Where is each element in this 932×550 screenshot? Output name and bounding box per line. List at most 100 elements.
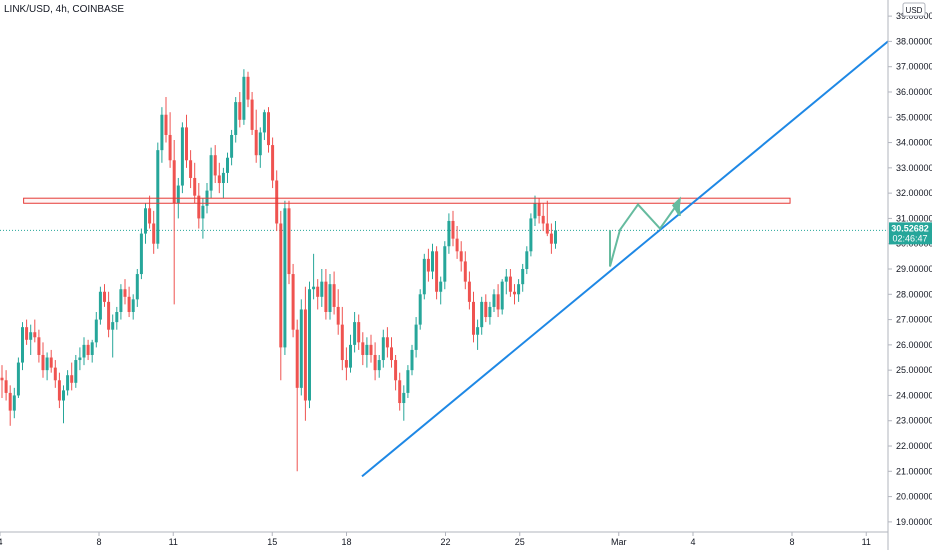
time-axis-tick-label: Mar	[611, 537, 627, 547]
candle-body	[529, 218, 533, 252]
candle-body	[226, 157, 229, 173]
candle-body	[328, 284, 332, 312]
candle-body	[62, 390, 65, 401]
candle-body	[316, 286, 320, 297]
candle-body	[508, 276, 512, 292]
resistance-zone	[23, 197, 791, 204]
candle-body	[422, 258, 426, 295]
candle-body	[267, 112, 270, 146]
candle-body	[410, 349, 414, 371]
candle-body	[254, 129, 258, 156]
candle-body	[467, 281, 471, 302]
candle-body	[53, 367, 57, 381]
candle-body	[402, 392, 406, 404]
candle-body	[271, 145, 275, 181]
price-axis-tick-label: 37.00000	[896, 62, 932, 72]
currency-badge[interactable]: USD	[902, 2, 926, 17]
current-price-badge: 30.52682 02:46:47	[889, 222, 932, 245]
time-axis-tick-label: 8	[789, 537, 794, 547]
candle-body	[180, 127, 184, 186]
candle-body	[250, 99, 254, 130]
candle-body	[90, 342, 94, 355]
time-axis-ticks: 481115182225Mar481115182225	[0, 532, 871, 547]
price-axis-tick-label: 34.00000	[896, 138, 932, 148]
candle-body	[500, 281, 504, 310]
candle-body	[262, 112, 266, 133]
candle-body	[381, 337, 385, 361]
price-axis-tick-label: 27.00000	[896, 315, 932, 325]
candle-body	[320, 281, 324, 297]
candle-body	[242, 76, 246, 120]
candle-body	[517, 284, 521, 295]
candle-body	[139, 233, 143, 275]
candle-body	[492, 294, 496, 307]
candle-body	[238, 102, 242, 120]
price-axis-background[interactable]	[888, 0, 932, 550]
candle-body	[123, 289, 127, 297]
candle-body	[74, 360, 78, 383]
candle-body	[172, 160, 176, 204]
candle-body	[0, 377, 4, 381]
candle-body	[549, 233, 553, 244]
price-axis-tick-label: 19.00000	[896, 517, 932, 527]
candle-body	[496, 294, 500, 310]
candle-body	[472, 301, 475, 335]
candle-body	[37, 337, 41, 355]
candle-body	[385, 337, 389, 348]
candle-body	[82, 344, 86, 358]
price-axis-tick-label: 23.00000	[896, 416, 932, 426]
candle-body	[488, 306, 492, 318]
candle-body	[369, 344, 373, 355]
price-axis-tick-label: 29.00000	[896, 264, 932, 274]
candle-body	[8, 392, 12, 411]
candle-body	[340, 324, 344, 361]
candle-body	[537, 203, 541, 216]
candle-body	[513, 291, 516, 295]
projection-arrowhead	[672, 196, 681, 217]
candle-body	[33, 332, 37, 338]
candle-body	[213, 155, 217, 176]
candle-body	[197, 195, 201, 219]
price-axis-tick-label: 26.00000	[896, 340, 932, 350]
candle-body	[373, 354, 377, 371]
candle-body	[107, 301, 111, 330]
candle-body	[361, 342, 365, 355]
candle-body	[25, 327, 29, 340]
candle-body	[234, 102, 238, 135]
candle-body	[451, 220, 455, 239]
candle-body	[275, 180, 279, 224]
candle-body	[504, 276, 508, 282]
candle-body	[476, 327, 480, 335]
candle-body	[279, 223, 283, 348]
candle-body	[332, 284, 336, 307]
candle-body	[148, 208, 152, 224]
time-axis-tick-label: 25	[515, 537, 525, 547]
candle-body	[221, 172, 225, 184]
candle-body	[4, 380, 8, 393]
time-axis-tick-label: 4	[690, 537, 695, 547]
time-axis-tick-label: 18	[341, 537, 351, 547]
candle-body	[480, 301, 484, 328]
candle-body	[439, 281, 443, 292]
candle-body	[115, 311, 119, 323]
candle-body	[324, 281, 328, 312]
price-axis-tick-label: 21.00000	[896, 466, 932, 476]
price-axis-tick-label: 31.00000	[896, 213, 932, 223]
candle-body	[283, 208, 287, 348]
candle-body	[398, 380, 402, 404]
price-axis-tick-label: 22.00000	[896, 441, 932, 451]
time-axis-tick-label: 11	[862, 537, 871, 547]
candle-body	[287, 208, 291, 275]
candle-body	[459, 251, 463, 262]
candle-body	[291, 274, 295, 330]
candle-body	[521, 269, 525, 285]
price-axis-tick-label: 36.00000	[896, 87, 932, 97]
candle-body	[103, 291, 106, 302]
candle-body	[49, 357, 53, 368]
candle-body	[455, 238, 459, 252]
candle-body	[176, 185, 180, 204]
candle-body	[156, 150, 160, 244]
current-price-badge-bg	[889, 222, 932, 245]
